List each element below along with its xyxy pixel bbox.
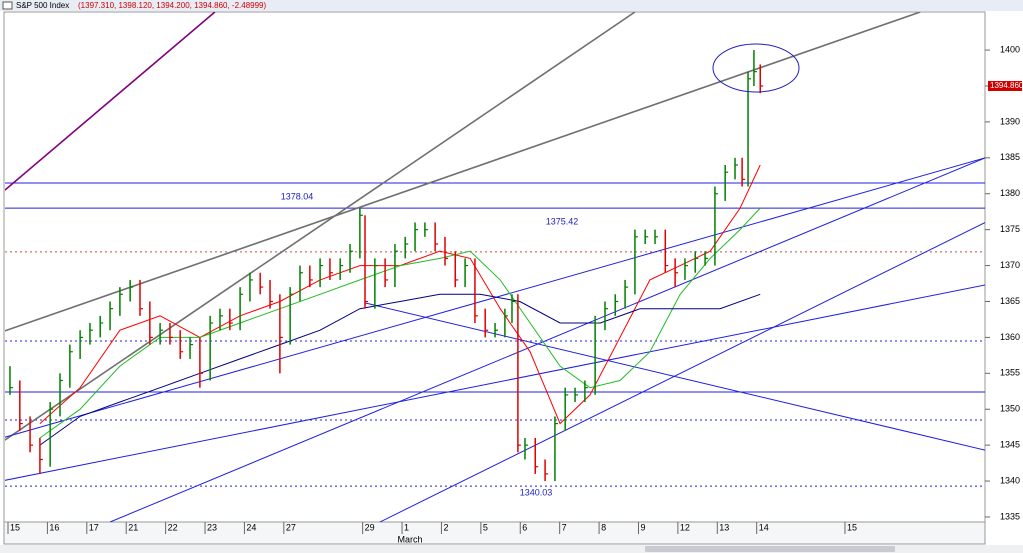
x-tick-label: 27 [286,522,296,532]
y-tick-label: 1375 [1000,224,1020,234]
x-tick-label: 9 [640,522,645,532]
y-tick-label: 1365 [1000,296,1020,306]
icon [2,1,13,10]
x-tick-label: 8 [601,522,606,532]
y-tick-label: 1370 [1000,260,1020,270]
trend-line [364,302,985,451]
x-tick-label: 29 [365,522,375,532]
trend-line [5,12,921,332]
level-label: 1340.03 [520,487,553,497]
y-tick-label: 1390 [1000,116,1020,126]
x-tick-label: 15 [847,522,857,532]
trend-line [5,284,985,481]
x-tick-label: 5 [483,522,488,532]
y-tick-label: 1385 [1000,152,1020,162]
x-tick-label: 21 [128,522,138,532]
quote: (1397.310, 1398.120, 1394.200, 1394.860,… [78,1,266,10]
chart-title: S&P 500 Index [16,1,69,10]
level-label: 1378.04 [281,191,314,201]
x-tick-label: 24 [246,522,256,532]
x-tick-label: 23 [207,522,217,532]
trend-line [5,12,216,191]
scrollbar [0,545,1023,553]
x-axis-bar [3,521,986,545]
month-label: March [397,534,422,544]
last-price-label: 1394.860 [990,81,1023,90]
x-tick-label: 22 [168,522,178,532]
level-label: 1375.42 [546,216,579,226]
trend-line [109,157,985,522]
x-tick-label: 15 [10,522,20,532]
trend-line [5,157,985,438]
y-tick-label: 1380 [1000,188,1020,198]
y-tick-label: 1400 [1000,44,1020,54]
y-tick-label: 1355 [1000,368,1020,378]
x-tick-label: 14 [759,522,769,532]
x-tick-label: 2 [443,522,448,532]
highlight-ellipse [712,43,800,93]
moving-average [39,293,761,446]
trend-line [5,12,636,441]
x-tick-label: 7 [562,522,567,532]
x-tick-label: 17 [89,522,99,532]
y-tick-label: 1335 [1000,511,1020,521]
y-tick-label: 1350 [1000,404,1020,414]
y-tick-label: 1360 [1000,332,1020,342]
x-tick-label: 12 [680,522,690,532]
trend-line [379,222,985,522]
last-price-box [988,80,1022,91]
x-tick-label: 1 [404,522,409,532]
y-tick-label: 1345 [1000,440,1020,450]
y-tick-label: 1340 [1000,475,1020,485]
x-tick-label: 6 [522,522,527,532]
x-tick-label: 13 [719,522,729,532]
header-bar [0,0,1023,11]
scroll-thumb[interactable] [645,546,895,552]
x-tick-label: 16 [49,522,59,532]
